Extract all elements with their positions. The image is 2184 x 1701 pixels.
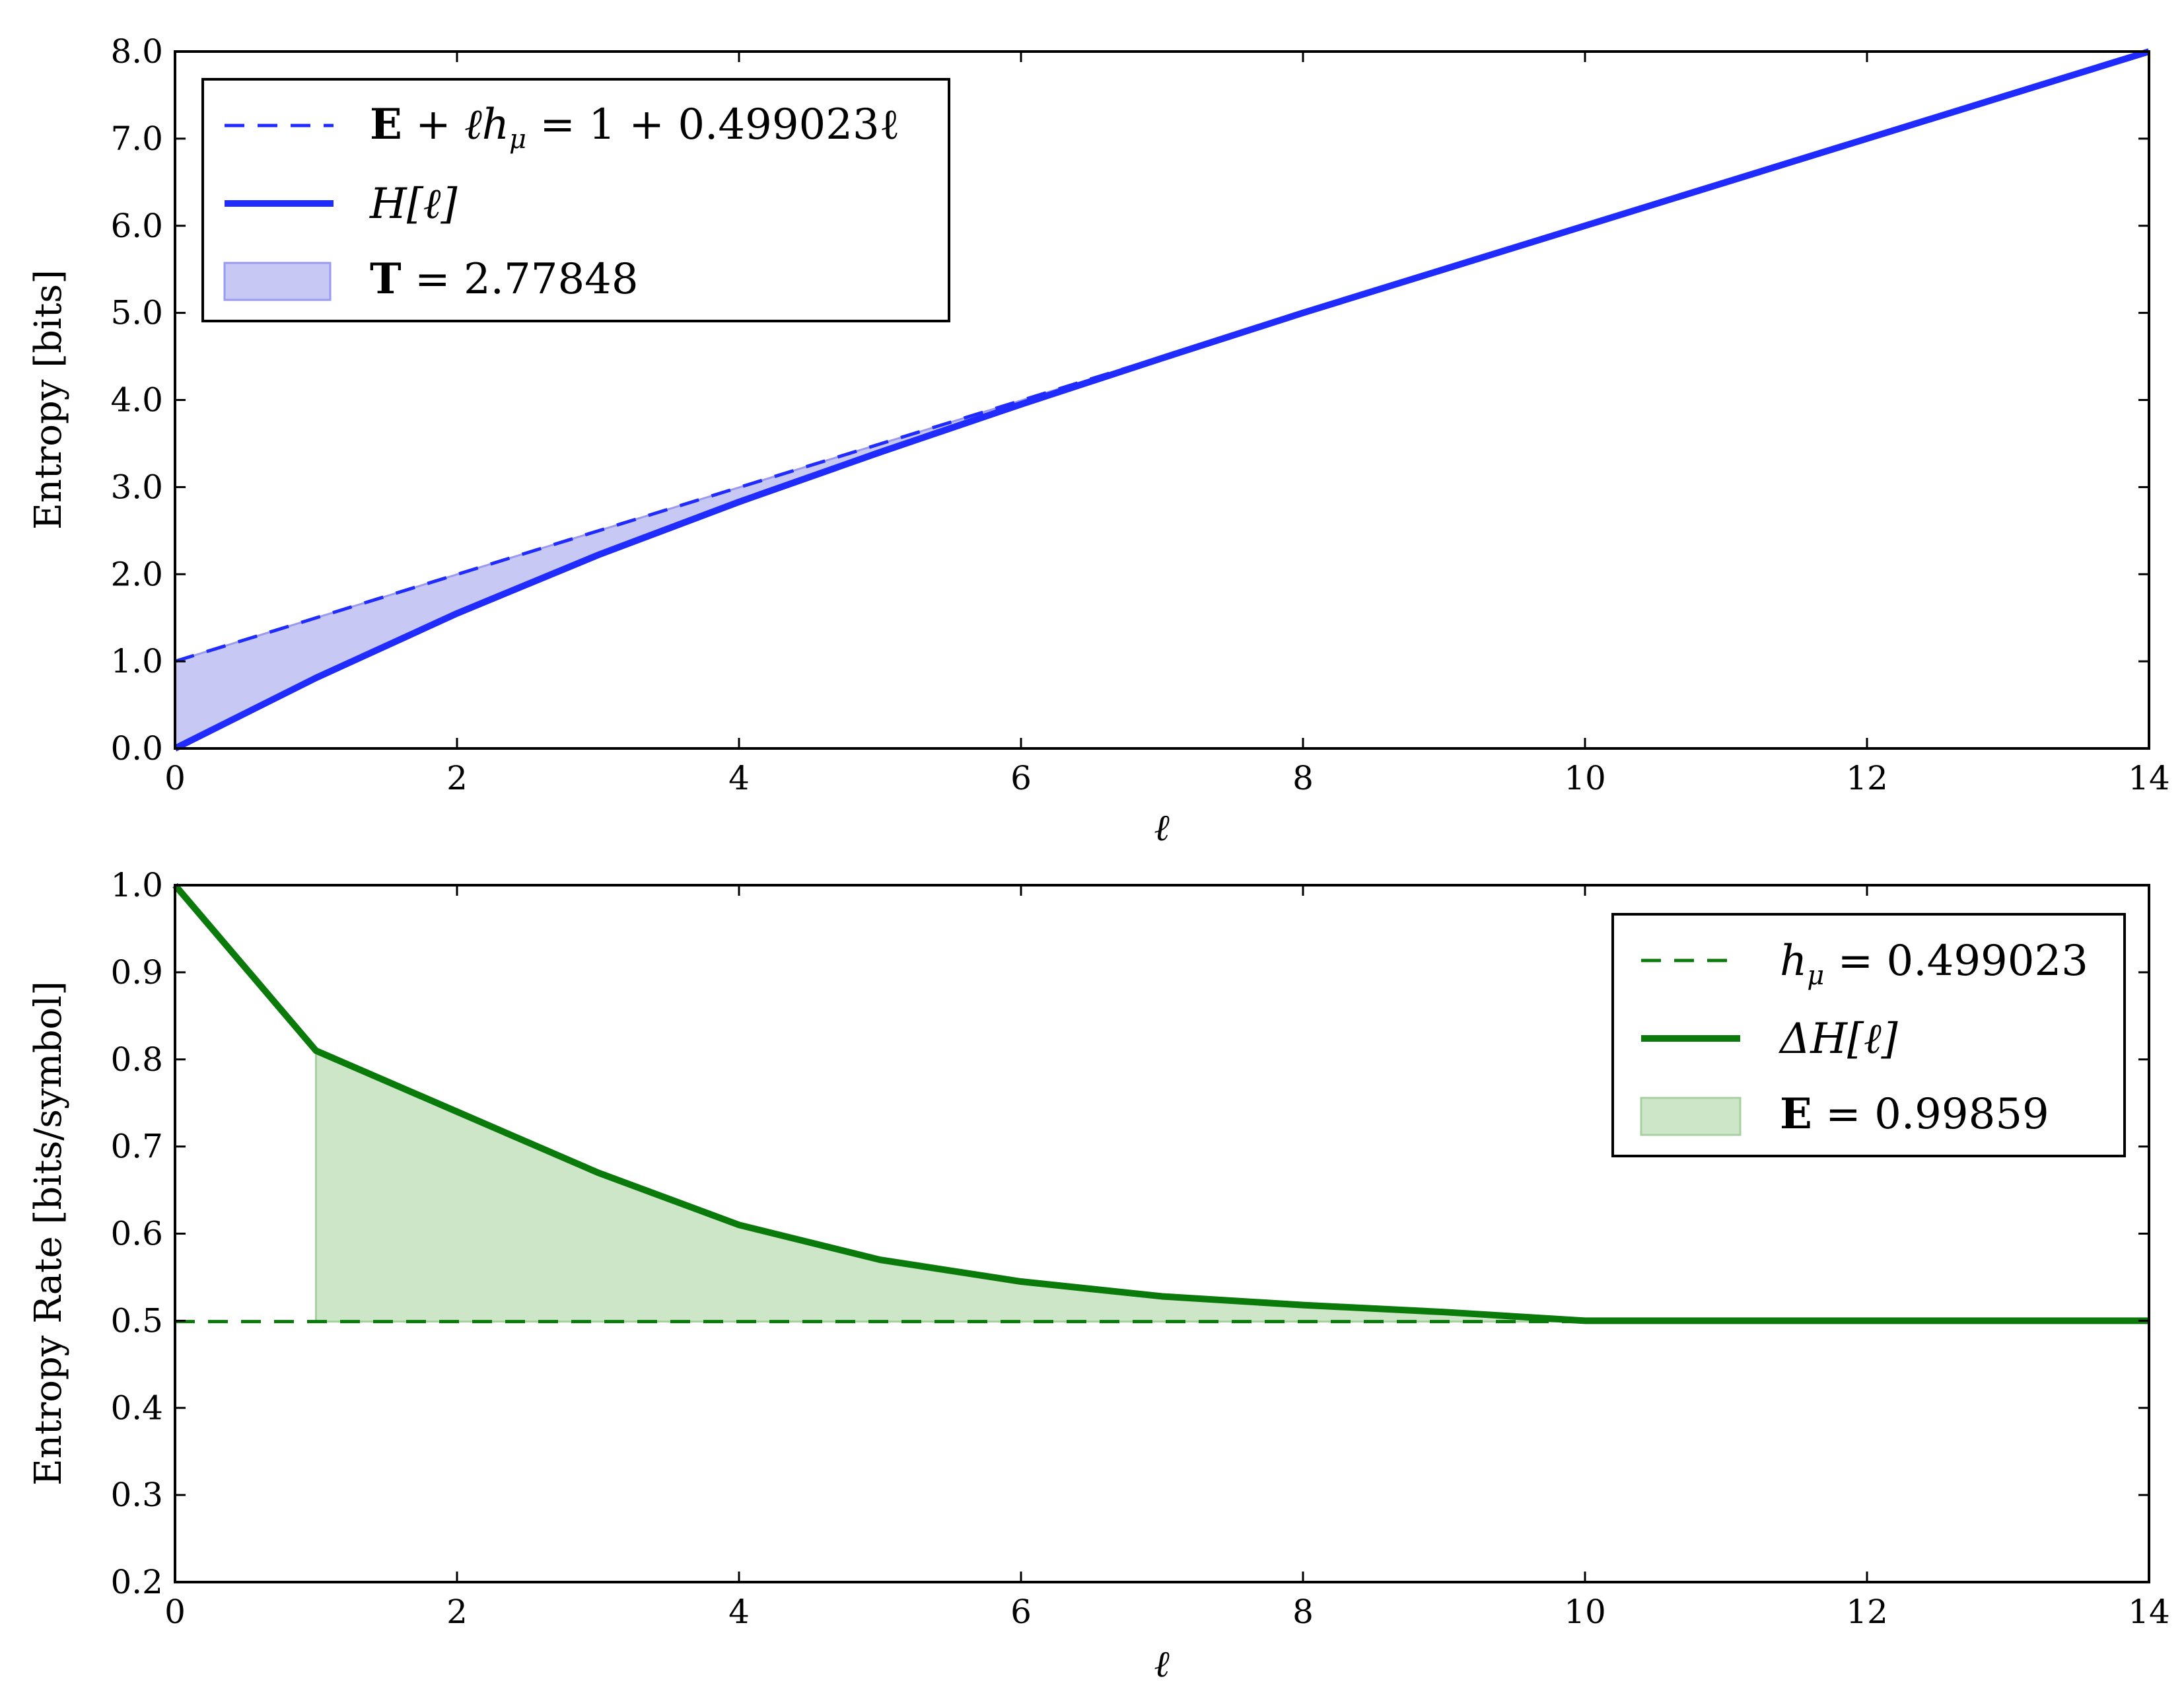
x-tick-label: 14 (2128, 759, 2170, 797)
x-tick-label: 10 (1564, 1593, 1606, 1631)
x-tick-label: 0 (164, 759, 186, 797)
x-tick-label: 6 (1010, 759, 1032, 797)
x-tick-label: 10 (1564, 759, 1606, 797)
bottom-series-lines (172, 883, 2149, 1324)
y-tick-label: 0.8 (110, 1040, 163, 1079)
legend-bottom: hμ = 0.499023 ΔH[ℓ] E = 0.99859 (1611, 913, 2126, 1157)
y-tick-label: 4.0 (110, 381, 163, 419)
y-tick-label: 0.5 (110, 1301, 163, 1340)
y-tick-label: 0.0 (110, 729, 163, 768)
legend-dashed-label-bottom: hμ = 0.499023 (1780, 937, 2088, 991)
x-tick-label: 8 (1292, 1593, 1314, 1631)
x-tick-label: 0 (164, 1593, 186, 1631)
y-tick-label: 1.0 (110, 866, 163, 904)
bottom-ticks: 0 2 4 6 8 10 12 14 0.2 0.3 0.4 0.5 0.6 0.7 0.8 0.9 1.0 (110, 866, 2169, 1631)
x-tick-label: 6 (1010, 1593, 1032, 1631)
x-tick-label: 2 (446, 1593, 468, 1631)
y-tick-label: 0.2 (110, 1563, 163, 1601)
legend-solid-label-top: H[ℓ] (369, 180, 458, 229)
y-tick-label: 5.0 (110, 294, 163, 332)
top-series-lines (173, 48, 2150, 752)
x-tick-label: 2 (446, 759, 468, 797)
entropy-rate-chart: 0 2 4 6 8 10 12 14 0.2 0.3 0.4 0.5 0.6 0.7 0.8 0.9 1.0 ℓ… (27, 866, 2170, 1686)
legend-top: E + ℓhμ = 1 + 0.499023ℓ H[ℓ] T = 2.77848 (201, 78, 950, 322)
y-tick-label: 7.0 (110, 120, 163, 158)
legend-fill-label-top: T = 2.77848 (370, 254, 639, 304)
legend-fill-swatch-top (223, 262, 332, 301)
x-axis-label-bottom: ℓ (1154, 1643, 1170, 1686)
x-tick-label: 12 (1846, 1593, 1888, 1631)
y-tick-label: 2.0 (110, 555, 163, 593)
y-tick-label: 1.0 (110, 642, 163, 680)
x-tick-label: 4 (728, 1593, 750, 1631)
y-tick-label: 0.7 (110, 1128, 163, 1166)
y-tick-label: 8.0 (110, 32, 163, 71)
x-tick-label: 12 (1846, 759, 1888, 797)
series-line-solid (173, 48, 2150, 752)
y-axis-label-bottom: Entropy Rate [bits/symbol] (27, 981, 70, 1486)
y-tick-label: 0.4 (110, 1389, 163, 1427)
y-axis-label-top: Entropy [bits] (27, 270, 70, 530)
legend-dashed-label-top: E + ℓhμ = 1 + 0.499023ℓ (370, 100, 899, 155)
series-line-solid (172, 883, 2149, 1324)
x-axis-label-top: ℓ (1154, 807, 1170, 850)
top-ticks: 0 2 4 6 8 10 12 14 0.0 1.0 2.0 3.0 4.0 5.0 6.0 7.0 8.0 (110, 32, 2169, 797)
y-tick-label: 0.6 (110, 1215, 163, 1253)
y-tick-label: 0.3 (110, 1476, 163, 1514)
legend-fill-label-bottom: E = 0.99859 (1780, 1089, 2049, 1139)
entropy-chart: 0 2 4 6 8 10 12 14 0.0 1.0 2.0 3.0 4.0 5.0 6.0 7.0 8.0 ℓ… (27, 32, 2170, 850)
x-tick-label: 4 (728, 759, 750, 797)
x-tick-label: 8 (1292, 759, 1314, 797)
legend-solid-label-bottom: ΔH[ℓ] (1778, 1015, 1899, 1064)
legend-fill-swatch-bottom (1640, 1097, 1742, 1136)
y-tick-label: 3.0 (110, 468, 163, 506)
x-tick-label: 14 (2128, 1593, 2170, 1631)
y-tick-label: 6.0 (110, 207, 163, 245)
y-tick-label: 0.9 (110, 953, 163, 992)
